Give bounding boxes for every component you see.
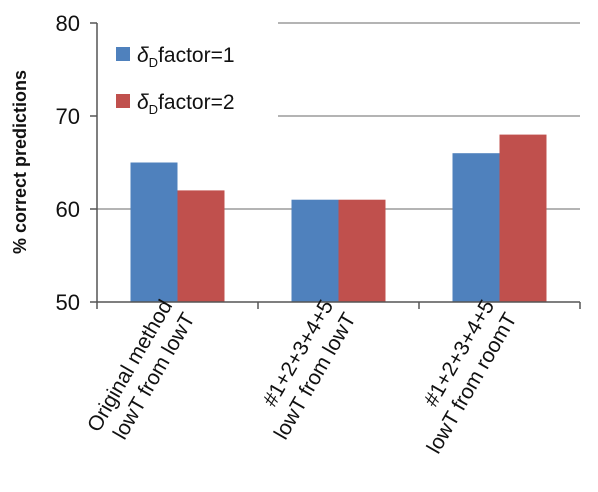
bar-series-2-category-1 (177, 190, 225, 302)
bars-group (130, 134, 547, 302)
bar-series-2-category-3 (499, 134, 547, 302)
y-ticks (90, 22, 97, 303)
y-axis-label: % correct predictions (10, 70, 30, 254)
bar-series-1-category-2 (291, 199, 339, 302)
legend-label-series-1: δDfactor=1 (137, 44, 235, 70)
y-tick-label: 70 (56, 104, 80, 129)
legend: δDfactor=1 δDfactor=2 (116, 44, 235, 117)
bar-series-2-category-2 (338, 199, 386, 302)
x-ticks (96, 302, 581, 309)
legend-swatch-series-1 (116, 47, 130, 61)
bar-series-1-category-1 (130, 162, 178, 302)
y-tick-label: 60 (56, 197, 80, 222)
legend-label-series-2: δDfactor=2 (137, 91, 235, 117)
bar-series-1-category-3 (452, 153, 500, 302)
y-tick-label: 80 (56, 11, 80, 36)
y-tick-label: 50 (56, 290, 80, 315)
legend-swatch-series-2 (116, 94, 130, 108)
